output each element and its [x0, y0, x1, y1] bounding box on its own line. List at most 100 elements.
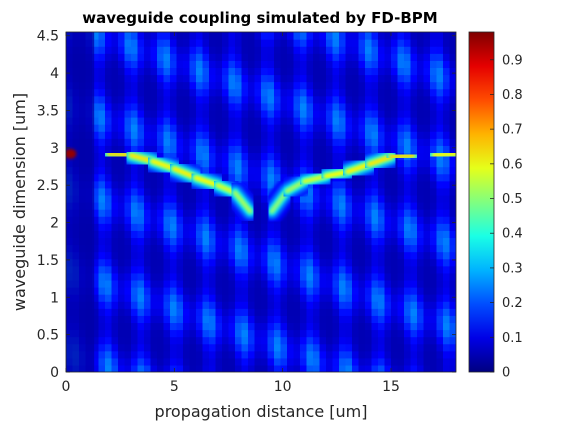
texture-cell	[222, 237, 230, 246]
texture-cell	[417, 124, 425, 132]
texture-cell	[404, 308, 412, 316]
texture-cell	[241, 308, 249, 316]
texture-cell	[449, 336, 456, 345]
texture-cell	[443, 301, 451, 309]
texture-cell	[215, 308, 223, 316]
texture-cell	[170, 315, 178, 324]
texture-cell	[397, 237, 405, 246]
texture-cell	[137, 109, 145, 118]
texture-cell	[443, 336, 451, 345]
texture-cell	[397, 279, 405, 288]
chart-title: waveguide coupling simulated by FD-BPM	[82, 9, 437, 27]
texture-cell	[150, 117, 158, 125]
texture-cell	[319, 237, 327, 246]
texture-cell	[235, 152, 243, 161]
texture-cell	[261, 109, 269, 118]
texture-cell	[293, 329, 301, 338]
texture-cell	[137, 117, 145, 125]
texture-cell	[118, 357, 126, 366]
texture-cell	[150, 237, 158, 246]
texture-cell	[293, 124, 301, 132]
texture-cell	[228, 138, 236, 146]
texture-cell	[430, 301, 438, 309]
texture-cell	[254, 159, 262, 168]
texture-cell	[222, 350, 230, 359]
texture-cell	[332, 32, 340, 40]
texture-cell	[371, 251, 379, 260]
texture-cell	[274, 322, 282, 331]
texture-cell	[410, 194, 418, 203]
texture-cell	[345, 88, 353, 97]
texture-cell	[163, 350, 171, 359]
texture-cell	[176, 364, 184, 372]
texture-cell	[144, 258, 152, 267]
texture-cell	[170, 194, 178, 203]
texture-cell	[124, 117, 132, 125]
texture-cell	[423, 237, 431, 246]
y-tick-label: 3.5	[37, 103, 59, 119]
texture-cell	[105, 74, 113, 83]
texture-cell	[326, 102, 334, 111]
texture-cell	[241, 329, 249, 338]
texture-cell	[274, 329, 282, 338]
texture-cell	[248, 60, 256, 69]
texture-cell	[404, 124, 412, 132]
texture-cell	[124, 308, 132, 316]
texture-cell	[280, 53, 288, 61]
texture-cell	[209, 39, 217, 47]
texture-cell	[144, 329, 152, 338]
texture-cell	[202, 258, 210, 267]
texture-cell	[202, 81, 210, 90]
texture-cell	[358, 209, 366, 217]
texture-cell	[404, 287, 412, 295]
texture-cell	[378, 216, 386, 224]
texture-cell	[124, 131, 132, 139]
texture-cell	[150, 272, 158, 281]
texture-cell	[163, 187, 171, 196]
texture-cell	[170, 46, 178, 54]
texture-cell	[352, 124, 360, 132]
texture-cell	[209, 287, 217, 295]
texture-cell	[183, 88, 191, 97]
texture-cell	[443, 350, 451, 359]
texture-cell	[326, 350, 334, 359]
texture-cell	[391, 166, 399, 175]
texture-cell	[111, 216, 119, 224]
texture-cell	[92, 230, 100, 239]
texture-cell	[189, 350, 197, 359]
texture-cell	[378, 244, 386, 253]
texture-cell	[417, 32, 425, 40]
texture-cell	[365, 202, 373, 210]
texture-cell	[410, 67, 418, 76]
texture-cell	[326, 251, 334, 260]
texture-cell	[300, 230, 308, 239]
texture-cell	[352, 294, 360, 302]
texture-cell	[176, 67, 184, 76]
texture-cell	[430, 102, 438, 111]
texture-cell	[157, 46, 165, 54]
texture-cell	[209, 350, 217, 359]
texture-cell	[267, 32, 275, 40]
texture-cell	[261, 88, 269, 97]
texture-cell	[254, 279, 262, 288]
texture-cell	[163, 301, 171, 309]
texture-cell	[209, 301, 217, 309]
texture-cell	[274, 287, 282, 295]
texture-cell	[183, 102, 191, 111]
texture-cell	[436, 173, 444, 182]
texture-cell	[222, 315, 230, 324]
texture-cell	[371, 209, 379, 217]
texture-cell	[417, 350, 425, 359]
texture-cell	[287, 223, 295, 231]
texture-cell	[436, 32, 444, 40]
texture-cell	[280, 336, 288, 345]
texture-cell	[235, 329, 243, 338]
texture-cell	[98, 294, 106, 302]
texture-cell	[183, 230, 191, 239]
texture-cell	[183, 287, 191, 295]
texture-cell	[131, 244, 139, 253]
texture-cell	[202, 265, 210, 274]
texture-cell	[326, 308, 334, 316]
texture-cell	[118, 95, 126, 104]
texture-cell	[124, 287, 132, 295]
